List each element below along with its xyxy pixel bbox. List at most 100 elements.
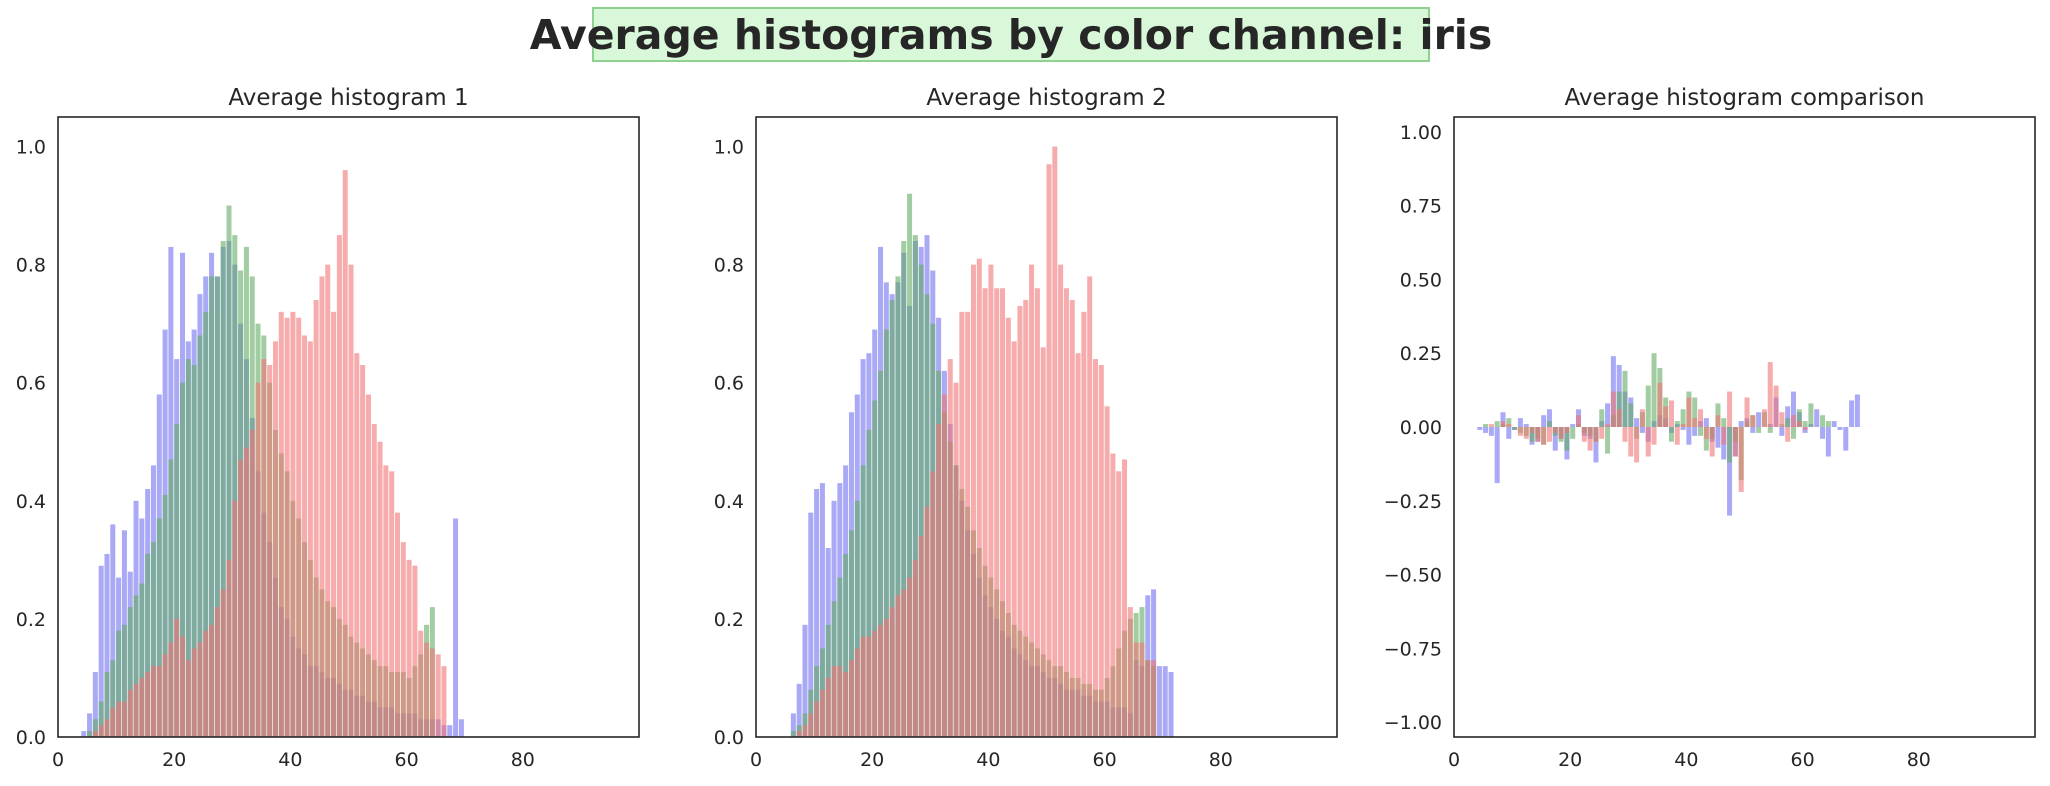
bar-blue	[1494, 427, 1500, 484]
bar-green	[1820, 415, 1826, 427]
bar-green	[174, 424, 180, 737]
bar-red	[267, 365, 273, 737]
bar-red	[400, 542, 406, 737]
bar-red	[872, 630, 878, 737]
bar-red	[1040, 347, 1046, 737]
bar-blue	[1785, 406, 1791, 427]
bar-red	[1564, 427, 1570, 433]
bar-red	[261, 359, 267, 737]
bar-red	[133, 683, 139, 737]
bar-blue	[87, 713, 93, 737]
bar-blue	[1523, 424, 1529, 427]
bar-green	[1727, 427, 1733, 463]
bar-green	[1790, 427, 1796, 439]
bar-red	[406, 559, 412, 737]
bar-red	[429, 648, 435, 737]
x-tick-label: 20	[1558, 749, 1582, 771]
bar-red	[336, 235, 342, 737]
bar-red	[243, 447, 249, 737]
bar-red	[1523, 427, 1529, 439]
y-tick-label: 0.6	[16, 373, 46, 395]
bar-red	[1081, 311, 1087, 737]
bar-green	[1483, 424, 1489, 427]
bar-red	[1698, 409, 1704, 427]
bar-blue	[1506, 427, 1512, 439]
bar-green	[1651, 353, 1657, 427]
bar-green	[156, 518, 162, 737]
bar-red	[1000, 288, 1006, 737]
bar-blue	[814, 489, 820, 737]
bar-red	[319, 276, 325, 737]
bar-red	[1761, 409, 1767, 427]
bar-blue	[1738, 421, 1744, 427]
figure-suptitle: Average histograms by color channel: iri…	[529, 10, 1493, 59]
bar-red	[982, 288, 988, 737]
y-tick-label: 0.4	[16, 491, 46, 513]
bar-red	[889, 607, 895, 737]
bar-blue	[104, 553, 110, 737]
bar-red	[1645, 427, 1651, 457]
bar-blue	[81, 731, 87, 737]
bar-green	[889, 300, 895, 737]
bar-blue	[1820, 427, 1826, 439]
bar-blue	[1756, 412, 1762, 427]
bar-green	[1622, 370, 1628, 427]
y-tick-label: 0.2	[714, 609, 744, 631]
bar-green	[1698, 427, 1704, 436]
bar-red	[819, 689, 825, 737]
bar-red	[1634, 427, 1640, 463]
bar-green	[1494, 421, 1500, 427]
bar-green	[854, 500, 860, 737]
bar-red	[936, 424, 942, 737]
bar-red	[930, 471, 936, 737]
bar-red	[191, 648, 197, 737]
bar-blue	[98, 565, 104, 737]
bar-red	[121, 701, 127, 737]
bar-red	[947, 359, 953, 737]
bar-blue	[1790, 391, 1796, 427]
bar-green	[883, 329, 889, 737]
bar-blue	[1488, 427, 1494, 436]
bar-green	[918, 264, 924, 737]
bar-blue	[1843, 427, 1849, 451]
bar-red	[802, 725, 808, 737]
panel-title: Average histogram comparison	[1565, 85, 1925, 111]
bar-green	[191, 365, 197, 737]
bar-red	[1063, 288, 1069, 737]
bar-red	[307, 341, 313, 737]
bar-green	[1808, 403, 1814, 427]
bar-red	[1576, 415, 1582, 427]
bar-green	[145, 553, 151, 737]
bar-red	[814, 701, 820, 737]
bar-red	[325, 264, 331, 737]
y-tick-label: 0.00	[1400, 417, 1442, 439]
axes-frame	[1453, 116, 2036, 738]
bar-green	[150, 542, 156, 737]
bar-blue	[1750, 427, 1756, 433]
bar-red	[116, 701, 122, 737]
bar-green	[1645, 385, 1651, 427]
y-tick-label: 0.8	[714, 255, 744, 277]
bar-red	[843, 672, 849, 737]
bar-red	[1052, 146, 1058, 737]
bar-red	[1744, 397, 1750, 427]
bar-red	[1581, 427, 1587, 442]
bar-red	[1732, 427, 1738, 457]
bar-red	[354, 353, 360, 737]
bar-green	[878, 370, 884, 737]
bar-red	[209, 624, 215, 737]
bar-red	[970, 264, 976, 737]
bar-blue	[1483, 427, 1489, 433]
bar-blue	[1517, 418, 1523, 427]
bar-green	[1756, 427, 1762, 433]
bar-green	[133, 595, 139, 737]
bar-red	[1773, 385, 1779, 427]
bar-green	[796, 725, 802, 737]
bar-red	[365, 394, 371, 737]
bar-red	[1703, 427, 1709, 439]
bar-green	[203, 311, 209, 737]
bar-blue	[1854, 394, 1860, 427]
bar-red	[272, 341, 278, 737]
bar-blue	[1692, 427, 1698, 436]
bar-red	[988, 264, 994, 737]
